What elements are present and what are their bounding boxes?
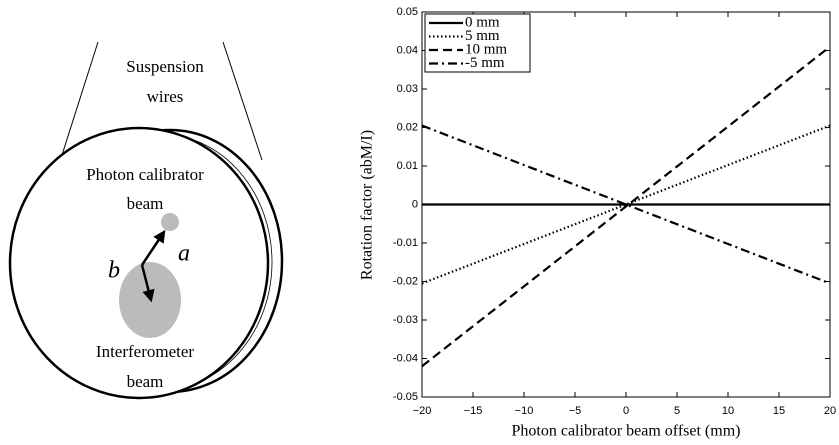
vector-label: b⃗ <box>108 258 139 284</box>
label: beam <box>127 194 164 213</box>
x-tick-label: −15 <box>464 405 483 417</box>
x-tick-label: 5 <box>674 405 680 417</box>
y-tick-label: 0.04 <box>397 44 418 56</box>
legend-label: 0 mm <box>465 14 500 30</box>
label: Interferometer <box>96 342 194 361</box>
x-tick-label: 20 <box>824 405 836 417</box>
x-tick-label: −10 <box>515 405 534 417</box>
x-tick-label: −20 <box>413 405 432 417</box>
legend-label: 5 mm <box>465 28 500 44</box>
y-tick-label: 0.05 <box>397 6 418 18</box>
y-tick-label: -0.01 <box>393 237 418 249</box>
vector-label: a⃗ <box>178 241 209 267</box>
y-tick-label: -0.03 <box>393 314 418 326</box>
y-tick-label: 0.02 <box>397 121 418 133</box>
vector-b <box>140 264 155 303</box>
y-tick-label: 0.03 <box>397 83 418 95</box>
x-axis-label: Photon calibrator beam offset (mm) <box>512 423 741 440</box>
pcal-spot <box>161 213 179 231</box>
y-tick-label: 0.01 <box>397 160 418 172</box>
x-tick-label: 0 <box>623 405 629 417</box>
legend-label: 10 mm <box>465 41 507 57</box>
y-axis-label: Rotation factor (abM/I) <box>359 130 376 280</box>
y-tick-label: 0 <box>412 198 418 210</box>
y-tick-label: -0.04 <box>393 352 418 364</box>
x-tick-label: 15 <box>773 405 785 417</box>
wire <box>61 41 99 156</box>
label: Photon calibrator <box>86 165 204 184</box>
x-tick-label: −5 <box>569 405 582 417</box>
label: Suspension <box>126 57 204 76</box>
label: beam <box>127 372 164 391</box>
vector-a <box>140 229 166 266</box>
mirror-front <box>8 126 270 400</box>
wire <box>222 41 263 161</box>
legend-label: -5 mm <box>465 55 505 71</box>
series-line <box>421 124 831 285</box>
series-line <box>421 45 831 368</box>
x-tick-label: 10 <box>722 405 734 417</box>
y-tick-label: -0.02 <box>393 275 418 287</box>
diagram: Suspension wires Photon calibrator beam … <box>8 41 284 400</box>
y-tick-label: -0.05 <box>393 391 418 403</box>
series-line <box>421 124 831 285</box>
label: wires <box>147 87 184 106</box>
